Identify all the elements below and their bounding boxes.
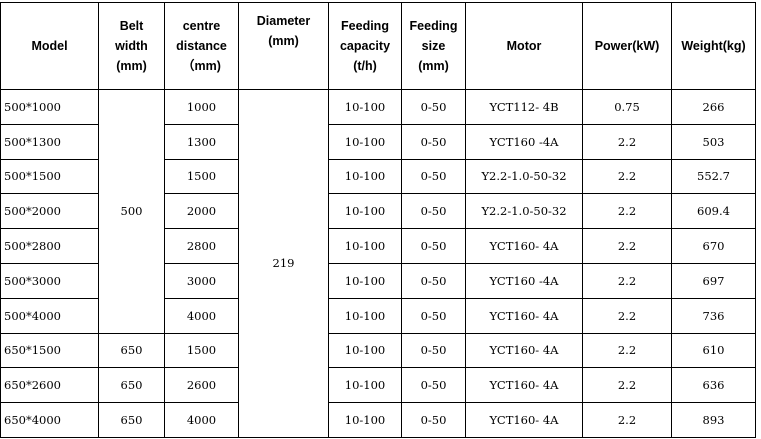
capacity-cell: 10-100 [328, 297, 402, 334]
centre-distance-cell: 3000 [164, 262, 239, 299]
header-centre-distance: centre distance （mm) [164, 2, 239, 90]
model-cell: 500*1500 [0, 158, 99, 195]
header-belt-width: Belt width (mm) [98, 2, 165, 90]
centre-distance-cell: 2600 [164, 367, 239, 404]
capacity-cell: 10-100 [328, 193, 402, 230]
header-model: Model [0, 2, 99, 90]
power-cell: 2.2 [582, 402, 672, 438]
weight-cell: 610 [671, 332, 756, 369]
motor-cell: Y2.2-1.0-50-32 [465, 158, 583, 195]
capacity-cell: 10-100 [328, 402, 402, 438]
capacity-cell: 10-100 [328, 123, 402, 160]
centre-distance-cell: 2000 [164, 193, 239, 230]
weight-cell: 503 [671, 123, 756, 160]
feeding-size-cell: 0-50 [401, 367, 466, 404]
power-cell: 2.2 [582, 297, 672, 334]
feeding-size-cell: 0-50 [401, 158, 466, 195]
feeding-size-cell: 0-50 [401, 262, 466, 299]
motor-cell: YCT160- 4A [465, 402, 583, 438]
header-feeding-size: Feeding size (mm) [401, 2, 466, 90]
model-cell: 650*4000 [0, 402, 99, 438]
belt-width-cell: 650 [98, 332, 165, 369]
header-feeding-capacity: Feeding capacity (t/h) [328, 2, 402, 90]
table-row: 500*2800 2800 10-100 0-50 YCT160- 4A 2.2… [0, 228, 756, 264]
centre-distance-cell: 4000 [164, 297, 239, 334]
centre-distance-cell: 1500 [164, 332, 239, 369]
motor-cell: YCT160- 4A [465, 367, 583, 404]
motor-cell: YCT160- 4A [465, 297, 583, 334]
weight-cell: 636 [671, 367, 756, 404]
table-row: 500*3000 3000 10-100 0-50 YCT160 -4A 2.2… [0, 262, 756, 299]
model-cell: 500*3000 [0, 262, 99, 299]
header-power: Power(kW) [582, 2, 672, 90]
feeding-size-cell: 0-50 [401, 228, 466, 264]
motor-cell: Y2.2-1.0-50-32 [465, 193, 583, 230]
power-cell: 2.2 [582, 228, 672, 264]
power-cell: 2.2 [582, 123, 672, 160]
model-cell: 500*4000 [0, 297, 99, 334]
centre-distance-cell: 4000 [164, 402, 239, 438]
weight-cell: 736 [671, 297, 756, 334]
belt-width-cell-merged: 500 [98, 89, 165, 334]
feeding-size-cell: 0-50 [401, 193, 466, 230]
feeding-size-cell: 0-50 [401, 89, 466, 125]
table-row: 500*2000 2000 10-100 0-50 Y2.2-1.0-50-32… [0, 193, 756, 230]
table-row: 500*1500 1500 10-100 0-50 Y2.2-1.0-50-32… [0, 158, 756, 195]
capacity-cell: 10-100 [328, 367, 402, 404]
centre-distance-cell: 1500 [164, 158, 239, 195]
model-cell: 500*1000 [0, 89, 99, 125]
power-cell: 2.2 [582, 332, 672, 369]
capacity-cell: 10-100 [328, 89, 402, 125]
header-weight: Weight(kg) [671, 2, 756, 90]
power-cell: 2.2 [582, 262, 672, 299]
table-row: 500*1000 500 1000 219 10-100 0-50 YCT112… [0, 89, 756, 438]
capacity-cell: 10-100 [328, 332, 402, 369]
header-motor: Motor [465, 2, 583, 90]
power-cell: 2.2 [582, 367, 672, 404]
motor-cell: YCT112- 4B [465, 89, 583, 125]
table-row: 500*4000 4000 10-100 0-50 YCT160- 4A 2.2… [0, 297, 756, 334]
feeding-size-cell: 0-50 [401, 123, 466, 160]
model-cell: 650*1500 [0, 332, 99, 369]
power-cell: 2.2 [582, 193, 672, 230]
motor-cell: YCT160- 4A [465, 228, 583, 264]
model-cell: 500*2000 [0, 193, 99, 230]
table-row: 500*1300 1300 10-100 0-50 YCT160 -4A 2.2… [0, 123, 756, 160]
belt-width-cell: 650 [98, 367, 165, 404]
belt-width-cell: 650 [98, 402, 165, 438]
motor-cell: YCT160- 4A [465, 332, 583, 369]
diameter-cell-merged: 219 [238, 89, 329, 438]
power-cell: 0.75 [582, 89, 672, 125]
table-row: 650*2600 650 2600 10-100 0-50 YCT160- 4A… [0, 367, 756, 404]
weight-cell: 609.4 [671, 193, 756, 230]
centre-distance-cell: 1000 [164, 89, 239, 125]
capacity-cell: 10-100 [328, 158, 402, 195]
weight-cell: 893 [671, 402, 756, 438]
model-cell: 500*1300 [0, 123, 99, 160]
weight-cell: 670 [671, 228, 756, 264]
feeding-size-cell: 0-50 [401, 332, 466, 369]
capacity-cell: 10-100 [328, 262, 402, 299]
centre-distance-cell: 2800 [164, 228, 239, 264]
header-diameter: Diameter (mm) [238, 2, 329, 90]
power-cell: 2.2 [582, 158, 672, 195]
feeding-size-cell: 0-50 [401, 402, 466, 438]
weight-cell: 266 [671, 89, 756, 125]
motor-cell: YCT160 -4A [465, 262, 583, 299]
capacity-cell: 10-100 [328, 228, 402, 264]
model-cell: 500*2800 [0, 228, 99, 264]
motor-cell: YCT160 -4A [465, 123, 583, 160]
model-cell: 650*2600 [0, 367, 99, 404]
weight-cell: 552.7 [671, 158, 756, 195]
feeding-size-cell: 0-50 [401, 297, 466, 334]
table-row: 650*4000 650 4000 10-100 0-50 YCT160- 4A… [0, 402, 756, 438]
header-row: Model Belt width (mm) centre distance （mm) D… [0, 2, 756, 90]
weight-cell: 697 [671, 262, 756, 299]
table-row: 650*1500 650 1500 10-100 0-50 YCT160- 4A… [0, 332, 756, 369]
centre-distance-cell: 1300 [164, 123, 239, 160]
